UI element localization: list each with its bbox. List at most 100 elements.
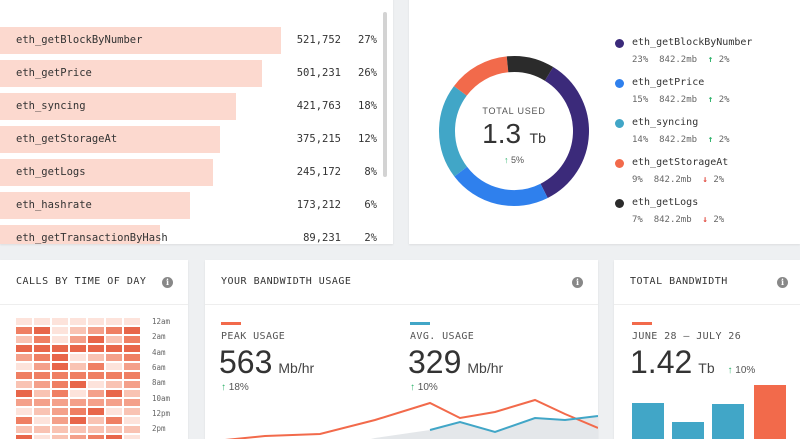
heatmap-cell[interactable] (16, 435, 32, 439)
info-icon[interactable]: i (572, 277, 583, 288)
heatmap-cell[interactable] (16, 417, 32, 424)
method-row[interactable]: eth_getTransactionByHash 89,231 2% (0, 225, 380, 244)
heatmap-cell[interactable] (70, 336, 86, 343)
heatmap-cell[interactable] (88, 408, 104, 415)
heatmap-cell[interactable] (16, 345, 32, 352)
heatmap-cell[interactable] (34, 435, 50, 439)
heatmap-cell[interactable] (34, 381, 50, 388)
info-icon[interactable]: i (162, 277, 173, 288)
heatmap-cell[interactable] (88, 318, 104, 325)
heatmap-cell[interactable] (88, 381, 104, 388)
heatmap-cell[interactable] (88, 363, 104, 370)
heatmap-cell[interactable] (16, 399, 32, 406)
heatmap-cell[interactable] (52, 336, 68, 343)
heatmap-cell[interactable] (70, 408, 86, 415)
heatmap-cell[interactable] (70, 435, 86, 439)
heatmap-cell[interactable] (16, 426, 32, 433)
heatmap-cell[interactable] (52, 381, 68, 388)
heatmap-cell[interactable] (70, 417, 86, 424)
heatmap-cell[interactable] (106, 381, 122, 388)
heatmap-cell[interactable] (88, 345, 104, 352)
heatmap-cell[interactable] (52, 363, 68, 370)
heatmap-cell[interactable] (124, 390, 140, 397)
heatmap-cell[interactable] (34, 417, 50, 424)
heatmap-cell[interactable] (16, 336, 32, 343)
heatmap-cell[interactable] (34, 426, 50, 433)
heatmap-cell[interactable] (34, 327, 50, 334)
heatmap-cell[interactable] (34, 390, 50, 397)
heatmap-cell[interactable] (34, 336, 50, 343)
heatmap-cell[interactable] (34, 399, 50, 406)
heatmap-cell[interactable] (70, 372, 86, 379)
heatmap-cell[interactable] (88, 390, 104, 397)
heatmap-cell[interactable] (106, 417, 122, 424)
heatmap-cell[interactable] (106, 327, 122, 334)
heatmap-cell[interactable] (124, 345, 140, 352)
heatmap-cell[interactable] (88, 336, 104, 343)
heatmap-cell[interactable] (70, 390, 86, 397)
heatmap-cell[interactable] (52, 408, 68, 415)
heatmap-cell[interactable] (52, 417, 68, 424)
heatmap-cell[interactable] (88, 426, 104, 433)
method-row[interactable]: eth_getBlockByNumber 521,752 27% (0, 27, 380, 54)
heatmap-cell[interactable] (70, 354, 86, 361)
heatmap-cell[interactable] (124, 381, 140, 388)
heatmap-cell[interactable] (124, 318, 140, 325)
heatmap-cell[interactable] (106, 435, 122, 439)
heatmap-cell[interactable] (34, 345, 50, 352)
heatmap-cell[interactable] (52, 372, 68, 379)
heatmap-cell[interactable] (106, 336, 122, 343)
heatmap-cell[interactable] (34, 408, 50, 415)
heatmap-cell[interactable] (106, 408, 122, 415)
heatmap-cell[interactable] (70, 345, 86, 352)
heatmap-cell[interactable] (16, 363, 32, 370)
heatmap-cell[interactable] (106, 318, 122, 325)
heatmap-cell[interactable] (124, 327, 140, 334)
heatmap-cell[interactable] (88, 327, 104, 334)
heatmap-cell[interactable] (70, 318, 86, 325)
heatmap-cell[interactable] (124, 336, 140, 343)
heatmap-cell[interactable] (16, 318, 32, 325)
method-row[interactable]: eth_getLogs 245,172 8% (0, 159, 380, 186)
heatmap-cell[interactable] (124, 417, 140, 424)
heatmap-cell[interactable] (52, 345, 68, 352)
method-row[interactable]: eth_getStorageAt 375,215 12% (0, 126, 380, 153)
heatmap-cell[interactable] (16, 381, 32, 388)
heatmap-cell[interactable] (16, 390, 32, 397)
heatmap-cell[interactable] (88, 435, 104, 439)
heatmap-cell[interactable] (88, 372, 104, 379)
heatmap-cell[interactable] (16, 372, 32, 379)
heatmap-cell[interactable] (52, 318, 68, 325)
heatmap-cell[interactable] (34, 318, 50, 325)
heatmap-cell[interactable] (52, 354, 68, 361)
heatmap-cell[interactable] (52, 390, 68, 397)
heatmap-cell[interactable] (34, 372, 50, 379)
method-row[interactable]: eth_syncing 421,763 18% (0, 93, 380, 120)
heatmap-cell[interactable] (16, 327, 32, 334)
heatmap-cell[interactable] (88, 399, 104, 406)
heatmap-cell[interactable] (70, 399, 86, 406)
heatmap-cell[interactable] (106, 426, 122, 433)
heatmap-cell[interactable] (124, 372, 140, 379)
info-icon[interactable]: i (777, 277, 788, 288)
heatmap-cell[interactable] (16, 408, 32, 415)
methods-scrollbar[interactable] (383, 12, 387, 177)
heatmap-cell[interactable] (88, 354, 104, 361)
heatmap-cell[interactable] (16, 354, 32, 361)
heatmap-cell[interactable] (88, 417, 104, 424)
heatmap-cell[interactable] (124, 363, 140, 370)
heatmap-cell[interactable] (70, 381, 86, 388)
heatmap-cell[interactable] (124, 435, 140, 439)
heatmap-cell[interactable] (70, 426, 86, 433)
heatmap-cell[interactable] (52, 435, 68, 439)
heatmap-cell[interactable] (124, 408, 140, 415)
heatmap-cell[interactable] (52, 327, 68, 334)
heatmap-cell[interactable] (106, 372, 122, 379)
heatmap-cell[interactable] (106, 363, 122, 370)
method-row[interactable]: eth_hashrate 173,212 6% (0, 192, 380, 219)
heatmap-cell[interactable] (106, 399, 122, 406)
method-row[interactable]: eth_getPrice 501,231 26% (0, 60, 380, 87)
heatmap-cell[interactable] (106, 354, 122, 361)
heatmap-cell[interactable] (124, 426, 140, 433)
heatmap-cell[interactable] (52, 399, 68, 406)
